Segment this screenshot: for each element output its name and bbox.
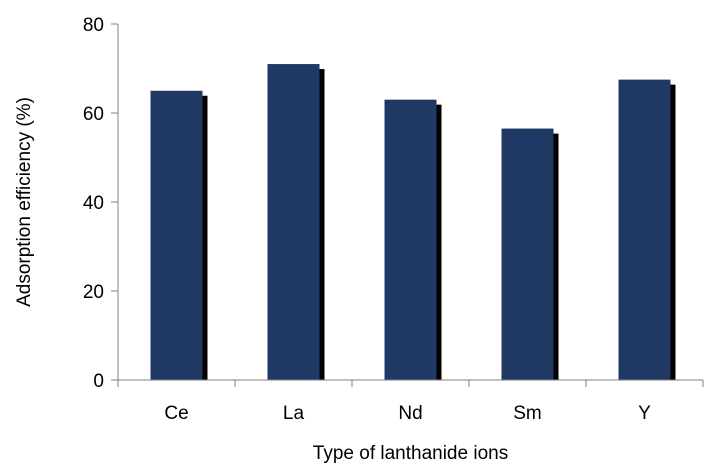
bar-la: [267, 64, 320, 381]
y-axis-tick-labels: 0 20 40 60 80: [83, 15, 104, 392]
x-tick-label-ce: Ce: [164, 403, 188, 424]
x-axis-ticks: [117, 380, 704, 387]
y-tick-label: 40: [83, 193, 104, 214]
x-tick-label-sm: Sm: [513, 403, 542, 424]
x-tick-label-la: La: [283, 403, 305, 424]
bar-ce: [150, 90, 203, 380]
y-tick-label: 60: [83, 104, 104, 125]
bar-sm: [501, 128, 554, 380]
x-tick-label-y: Y: [638, 403, 651, 424]
y-tick-label: 20: [83, 282, 104, 303]
x-axis-title: Type of lanthanide ions: [313, 443, 508, 464]
bar-y: [618, 79, 671, 380]
bars: [150, 64, 671, 381]
y-axis-title: Adsorption efficiency (%): [14, 97, 35, 307]
y-axis-ticks: [111, 23, 118, 381]
x-tick-label-nd: Nd: [398, 403, 422, 424]
bar-nd: [384, 99, 437, 381]
x-axis-tick-labels: Ce La Nd Sm Y: [164, 403, 651, 424]
y-tick-label: 0: [93, 371, 104, 392]
y-tick-label: 80: [83, 15, 104, 36]
